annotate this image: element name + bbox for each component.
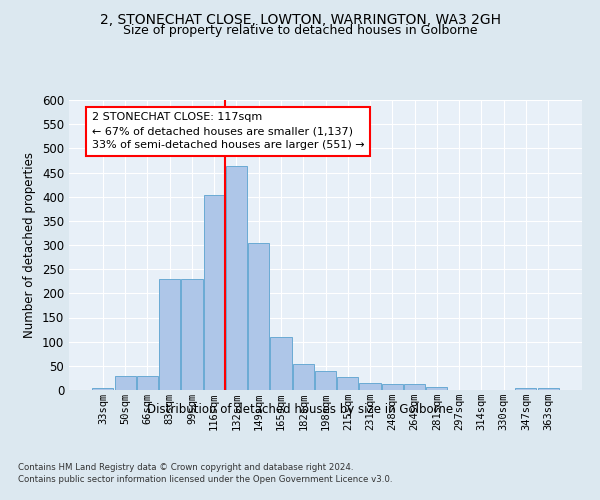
Bar	[181, 279, 203, 390]
Text: Distribution of detached houses by size in Golborne: Distribution of detached houses by size …	[147, 402, 453, 415]
Bar	[115, 376, 136, 390]
Bar	[538, 388, 559, 390]
Bar	[203, 195, 225, 390]
Text: 2 STONECHAT CLOSE: 117sqm
← 67% of detached houses are smaller (1,137)
33% of se: 2 STONECHAT CLOSE: 117sqm ← 67% of detac…	[92, 112, 364, 150]
Bar	[359, 383, 380, 390]
Bar	[137, 376, 158, 390]
Bar	[515, 388, 536, 390]
Text: Contains HM Land Registry data © Crown copyright and database right 2024.: Contains HM Land Registry data © Crown c…	[18, 462, 353, 471]
Bar	[92, 388, 113, 390]
Y-axis label: Number of detached properties: Number of detached properties	[23, 152, 37, 338]
Text: 2, STONECHAT CLOSE, LOWTON, WARRINGTON, WA3 2GH: 2, STONECHAT CLOSE, LOWTON, WARRINGTON, …	[100, 12, 500, 26]
Bar	[271, 337, 292, 390]
Bar	[337, 377, 358, 390]
Bar	[404, 384, 425, 390]
Bar	[159, 279, 180, 390]
Bar	[315, 370, 336, 390]
Bar	[248, 242, 269, 390]
Bar	[226, 166, 247, 390]
Bar	[426, 386, 448, 390]
Text: Size of property relative to detached houses in Golborne: Size of property relative to detached ho…	[123, 24, 477, 37]
Text: Contains public sector information licensed under the Open Government Licence v3: Contains public sector information licen…	[18, 475, 392, 484]
Bar	[382, 384, 403, 390]
Bar	[293, 364, 314, 390]
